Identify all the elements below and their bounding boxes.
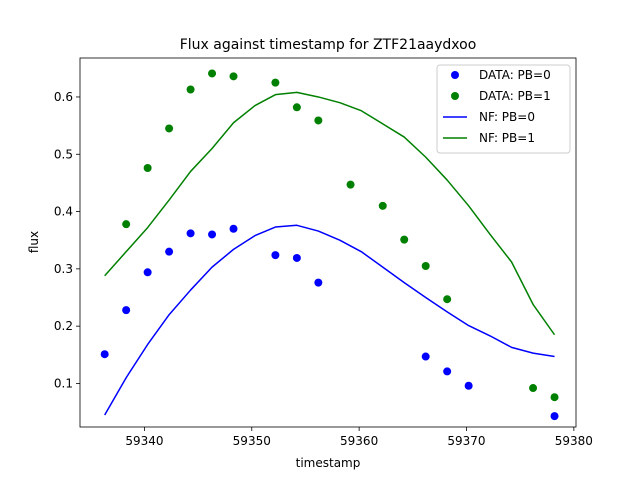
- data-point-0-3: [165, 247, 174, 256]
- y-tick-label-2: 0.3: [54, 262, 73, 276]
- data-point-1-7: [292, 103, 301, 112]
- data-point-1-10: [378, 201, 387, 210]
- data-point-0-9: [314, 278, 323, 287]
- legend-label-2: NF: PB=0: [479, 110, 535, 124]
- x-axis-label: timestamp: [296, 456, 361, 470]
- y-tick-label-5: 0.6: [54, 90, 73, 104]
- data-point-0-1: [122, 306, 131, 315]
- data-point-0-10: [421, 352, 430, 361]
- series-line-3: [104, 91, 556, 336]
- legend-marker-1: [451, 92, 459, 100]
- data-point-0-6: [229, 224, 238, 233]
- y-tick-label-3: 0.4: [54, 205, 73, 219]
- data-point-0-8: [292, 253, 301, 262]
- data-point-1-12: [421, 261, 430, 270]
- plot-area: 59340 59350 59360 59370 59380 0.1 0.2 0.3 0.4 0.5…: [54, 57, 593, 448]
- data-point-0-2: [143, 268, 152, 277]
- data-point-1-8: [314, 116, 323, 125]
- data-point-0-11: [443, 367, 452, 376]
- x-tick-label-1: 59350: [233, 434, 271, 448]
- data-point-0-5: [208, 230, 217, 239]
- data-point-0-4: [186, 229, 195, 238]
- y-tick-label-1: 0.2: [54, 319, 73, 333]
- y-tick-label-4: 0.5: [54, 147, 73, 161]
- x-tick-label-2: 59360: [340, 434, 378, 448]
- data-point-0-7: [271, 251, 280, 260]
- data-point-1-14: [529, 384, 538, 393]
- data-point-1-6: [271, 78, 280, 87]
- legend-label-0: DATA: PB=0: [479, 68, 551, 82]
- data-point-0-13: [550, 412, 559, 421]
- series-line-2: [104, 224, 555, 416]
- data-point-1-2: [165, 124, 174, 133]
- y-tick-label-0: 0.1: [54, 376, 73, 390]
- x-tick-label-0: 59340: [125, 434, 163, 448]
- axes-frame: [79, 57, 577, 428]
- x-tick-label-3: 59370: [447, 434, 485, 448]
- legend-label-1: DATA: PB=1: [479, 89, 551, 103]
- legend-box: [436, 64, 571, 154]
- x-tick-label-4: 59380: [555, 434, 593, 448]
- data-point-1-13: [443, 295, 452, 304]
- data-point-1-4: [208, 69, 217, 78]
- data-point-1-11: [400, 235, 409, 244]
- data-point-1-3: [186, 85, 195, 94]
- data-point-1-9: [346, 180, 355, 189]
- legend-marker-0: [451, 71, 459, 79]
- data-point-1-0: [122, 220, 131, 229]
- data-point-1-15: [550, 393, 559, 402]
- legend: DATA: PB=0 DATA: PB=1 NF: PB=0 NF: PB=1: [436, 64, 571, 154]
- data-point-0-12: [464, 381, 473, 390]
- legend-label-3: NF: PB=1: [479, 131, 535, 145]
- y-axis-label: flux: [27, 231, 41, 253]
- data-point-0-0: [100, 350, 109, 359]
- data-point-1-5: [229, 72, 238, 81]
- chart-title: Flux against timestamp for ZTF21aaydxoo: [180, 37, 477, 53]
- data-point-1-1: [143, 164, 152, 173]
